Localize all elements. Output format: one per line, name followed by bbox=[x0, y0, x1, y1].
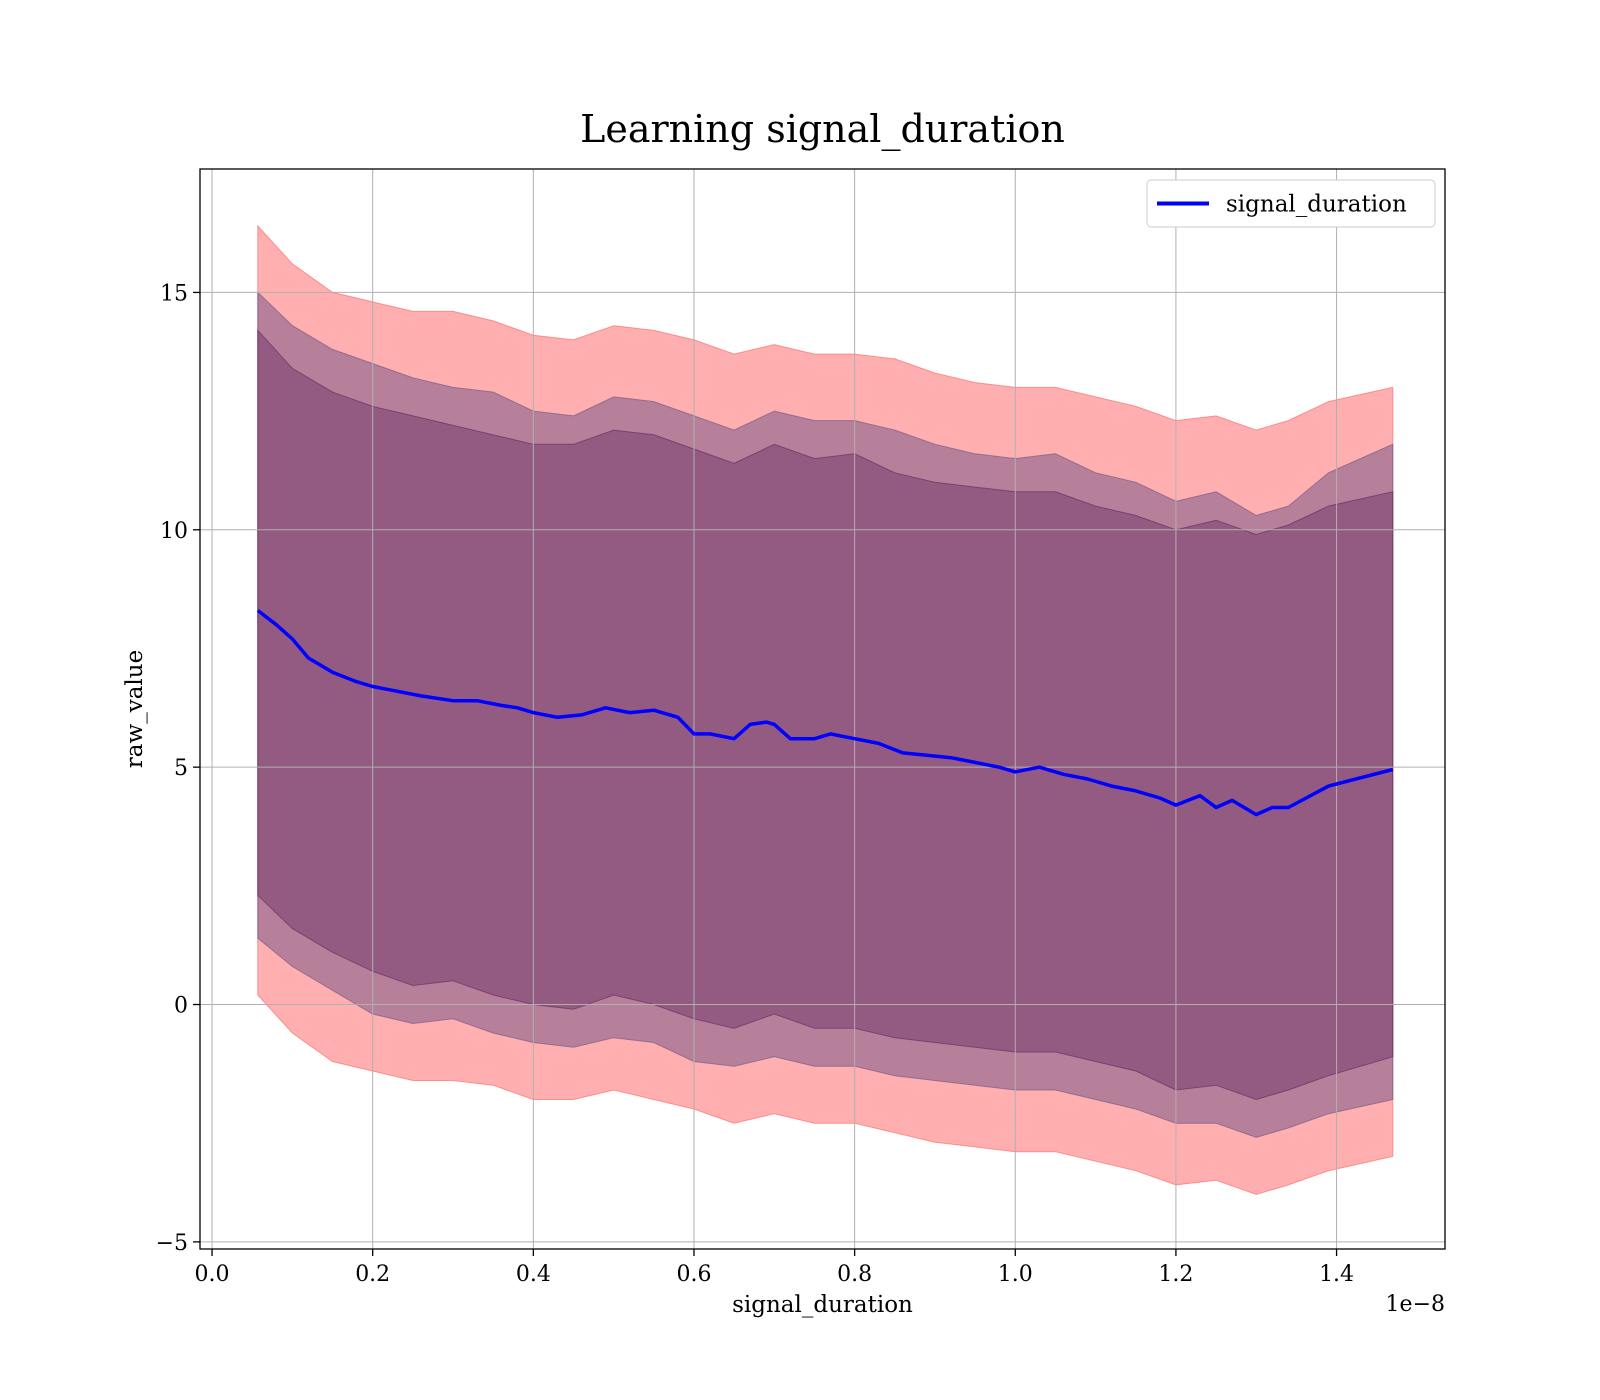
y-tick-label-2: 5 bbox=[174, 756, 188, 781]
chart-title: Learning signal_duration bbox=[580, 107, 1065, 152]
x-tick-label-1: 0.2 bbox=[355, 1262, 390, 1287]
confidence-band-2 bbox=[257, 291, 1394, 1138]
y-tick-label-3: 10 bbox=[160, 519, 188, 544]
y-tick-label-0: −5 bbox=[156, 1231, 188, 1256]
legend-box bbox=[1146, 179, 1436, 228]
confidence-bands bbox=[257, 224, 1394, 1195]
plot-frame bbox=[199, 168, 1446, 1250]
legend: signal_duration bbox=[1146, 179, 1436, 228]
x-tick-label-5: 1.0 bbox=[998, 1262, 1033, 1287]
y-tick-label-1: 0 bbox=[174, 994, 188, 1019]
grid-lines bbox=[200, 169, 1445, 1249]
x-tick-label-4: 0.8 bbox=[837, 1262, 872, 1287]
y-axis-label: raw_value bbox=[122, 650, 148, 768]
legend-entry: signal_duration bbox=[1226, 192, 1407, 218]
x-axis-offset-text: 1e−8 bbox=[1386, 1292, 1445, 1317]
y-axis-ticks: −5 0 5 10 15 bbox=[156, 281, 200, 1256]
confidence-band-3 bbox=[257, 329, 1394, 1101]
series-line-0 bbox=[256, 609, 1394, 817]
x-tick-label-7: 1.4 bbox=[1319, 1262, 1354, 1287]
x-tick-label-6: 1.2 bbox=[1158, 1262, 1193, 1287]
x-axis-ticks: 0.0 0.2 0.4 0.6 0.8 1.0 1.2 1.4 bbox=[195, 1249, 1354, 1287]
series-lines bbox=[256, 609, 1394, 817]
x-axis-label: signal_duration bbox=[732, 1292, 913, 1318]
y-tick-label-4: 15 bbox=[160, 281, 188, 306]
x-tick-label-3: 0.6 bbox=[676, 1262, 711, 1287]
x-tick-label-0: 0.0 bbox=[195, 1262, 230, 1287]
x-tick-label-2: 0.4 bbox=[516, 1262, 551, 1287]
